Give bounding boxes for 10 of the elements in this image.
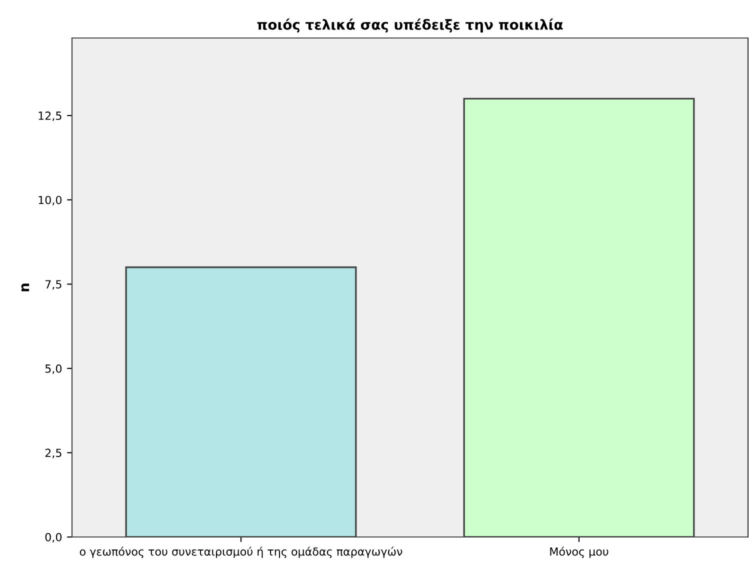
y-tick-label: 12,5 [38, 112, 62, 122]
x-tick-label: ο γεωπόνος του συνεταιρισμού ή της ομάδας παραγωγών [80, 546, 402, 558]
y-tick-label: 10,0 [38, 196, 62, 206]
chart-title: ποιός τελικά σας υπέδειξε την ποικιλία [257, 18, 563, 33]
y-axis-title: n [21, 284, 30, 292]
x-tick-label: Μόνος μου [550, 546, 608, 558]
y-tick-label: 0,0 [45, 532, 62, 543]
y-tick-label: 7,5 [46, 280, 62, 290]
y-tick-label: 2,5 [45, 448, 62, 458]
y-tick-label: 5,0 [45, 364, 62, 374]
